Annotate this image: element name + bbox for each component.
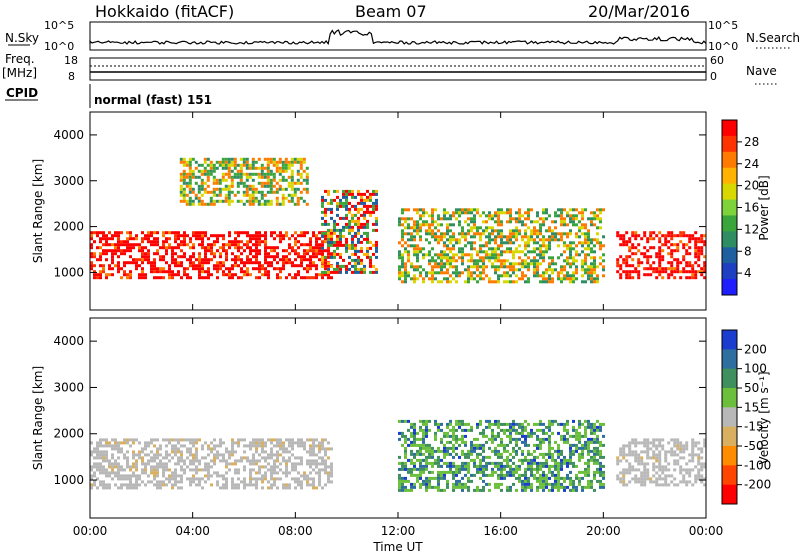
y-tick-label: 4000 [53,128,84,142]
colorbar-cell [722,349,737,370]
power-y-ticks: 1000 2000 3000 4000 [53,128,706,279]
nave-tick-top: 60 [710,54,724,67]
colorbar-cell [722,263,737,280]
power-echo-regions [90,157,707,284]
nave-label: Nave [746,64,777,78]
noise-tick-bottom-left: 10^0 [44,40,74,53]
colorbar-cell [722,199,737,216]
beam-title: Beam 07 [355,2,427,21]
y-tick-label: 3000 [53,174,84,188]
velocity-panel: 1000 2000 3000 4000 Slant Range [km] [31,317,707,519]
noise-tick-top-right: 10^5 [708,19,738,32]
colorbar-tick-label: 12 [744,222,759,236]
echo-region-0-3 [398,208,605,284]
time-tick-label: 20:00 [586,524,621,538]
power-colorbar: 28 24 20 16 12 8 4 Power [dB] [721,119,771,296]
colorbar-tick-label: -15 [744,420,764,434]
freq-panel: Freq. [MHz] 18 8 60 0 Nave [2,52,778,85]
velocity-colorbar-label: Velocity [m s⁻¹] [757,371,771,464]
y-tick-label: 1000 [53,473,84,487]
velocity-echo-regions [90,419,707,492]
power-y-label: Slant Range [km] [31,159,45,263]
freq-tick-bottom: 8 [68,70,75,83]
colorbar-cell [722,446,737,466]
colorbar-cell [722,407,737,428]
colorbar-tick-label: -100 [744,458,771,472]
cpid-mode: normal (fast) 151 [94,93,212,107]
colorbar-cell [722,465,737,486]
colorbar-cell [722,247,737,264]
colorbar-tick-label: 24 [744,157,759,171]
time-tick-label: 16:00 [483,524,518,538]
colorbar-cell [722,368,737,389]
time-tick-label: 04:00 [175,524,210,538]
freq-tick-top: 18 [64,54,78,67]
colorbar-tick-label: 8 [744,244,752,258]
time-axis: 00:00 04:00 08:00 12:00 16:00 20:00 00:00 [73,112,724,538]
velocity-y-ticks: 1000 2000 3000 4000 [53,334,706,487]
freq-label-1: Freq. [5,52,35,66]
colorbar-cell [722,231,737,248]
colorbar-tick-label: 28 [744,135,759,149]
colorbar-tick-label: 4 [744,266,752,280]
colorbar-cell [722,484,737,505]
y-tick-label: 2000 [53,220,84,234]
time-tick-label: 00:00 [73,524,108,538]
colorbar-cell [722,426,737,447]
noise-panel: N.Sky 10^5 10^0 10^5 10^0 N.Search [5,19,800,53]
colorbar-cell [722,151,737,169]
noise-sky-line [89,29,707,46]
y-tick-label: 3000 [53,380,84,394]
colorbar-tick-label: -200 [744,478,771,492]
time-tick-label: 12:00 [381,524,416,538]
noise-right-label: N.Search [746,31,800,45]
power-panel: 1000 2000 3000 4000 Slant Range [km] [31,111,707,311]
date-title: 20/Mar/2016 [588,2,690,21]
colorbar-tick-label: 15 [744,400,759,414]
colorbar-cell [722,330,737,350]
colorbar-tick-label: 100 [744,362,767,376]
freq-label-2: [MHz] [2,66,37,80]
power-colorbar-label: Power [dB] [757,175,771,240]
noise-tick-top-left: 10^5 [44,19,74,32]
time-tick-label: 00:00 [689,524,724,538]
echo-region-0-1 [179,157,309,206]
echo-region-0-4 [616,231,707,280]
station-title: Hokkaido (fitACF) [95,2,234,21]
echo-region-1-1 [616,438,707,487]
colorbar-tick-label: -50 [744,439,764,453]
echo-region-0-0 [90,231,333,280]
time-tick-label: 08:00 [278,524,313,538]
cpid-label: CPID [6,86,38,100]
colorbar-tick-label: 16 [744,201,759,215]
colorbar-cell [722,215,737,232]
colorbar-cell [722,167,737,185]
colorbar-cell [722,120,737,137]
echo-region-1-2 [398,419,605,492]
colorbar-tick-label: 50 [744,381,759,395]
colorbar-tick-label: 20 [744,179,759,193]
y-tick-label: 2000 [53,427,84,441]
echo-region-1-0 [90,438,333,490]
y-tick-label: 1000 [53,265,84,279]
colorbar-cell [722,135,737,153]
time-axis-label: Time UT [372,540,423,554]
y-tick-label: 4000 [53,334,84,348]
nave-tick-bottom: 0 [710,70,717,83]
colorbar-cell [722,183,737,201]
colorbar-cell [722,388,737,408]
velocity-colorbar: 200 100 50 15 -15 -50 -100 -200 Velocity [m s⁻¹… [721,329,771,505]
colorbar-tick-label: 200 [744,342,767,356]
echo-region-0-2 [321,189,378,274]
colorbar-cell [722,279,737,296]
velocity-y-label: Slant Range [km] [31,366,45,470]
noise-tick-bottom-right: 10^0 [708,40,738,53]
noise-left-label: N.Sky [5,31,39,45]
